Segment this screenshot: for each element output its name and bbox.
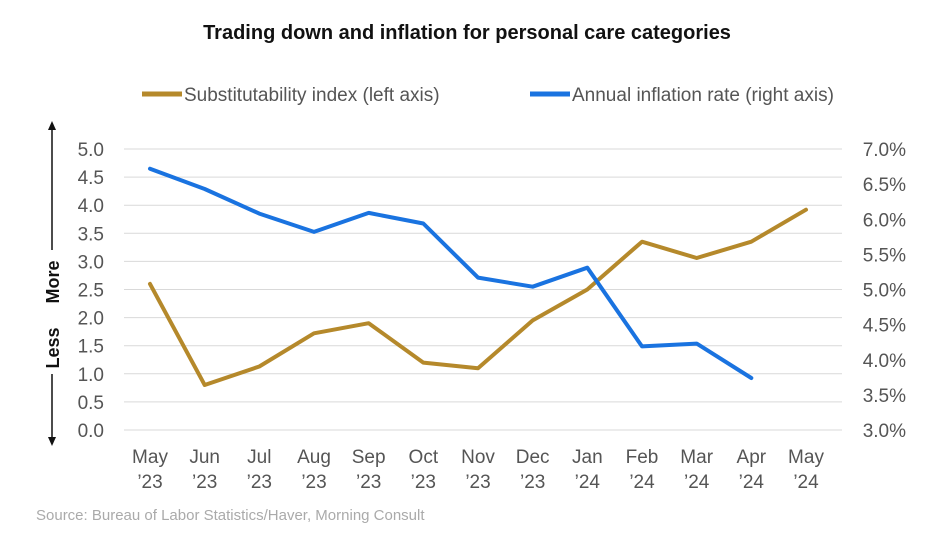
right-axis-ticks: 3.0% 3.5% 4.0% 4.5% 5.0% 5.5% 6.0% 6.5% 7.0% [863, 140, 906, 442]
x-tick-label-year: ’24 [629, 472, 655, 493]
right-tick-label: 5.5% [863, 245, 906, 266]
left-tick-label: 3.5 [78, 224, 104, 245]
label-background [44, 250, 60, 374]
x-tick-label-month: Aug [297, 447, 331, 468]
gridlines [124, 148, 842, 431]
right-tick-label: 6.0% [863, 210, 906, 231]
x-tick-label-month: Jul [247, 447, 271, 468]
x-tick-label-month: Apr [737, 447, 767, 468]
right-tick-label: 4.5% [863, 316, 906, 337]
x-tick-label-year: ’24 [793, 472, 819, 493]
left-tick-label: 2.5 [78, 281, 104, 302]
right-tick-label: 4.0% [863, 351, 906, 372]
left-tick-label: 0.0 [78, 421, 104, 442]
x-tick-label-month: Nov [461, 447, 495, 468]
source-note: Source: Bureau of Labor Statistics/Haver… [36, 507, 425, 524]
right-tick-label: 6.5% [863, 175, 906, 196]
legend-label-substitutability: Substitutability index (left axis) [184, 85, 440, 106]
legend-label-inflation: Annual inflation rate (right axis) [572, 85, 834, 106]
left-tick-label: 0.5 [78, 393, 104, 414]
x-tick-label-month: Dec [516, 447, 550, 468]
left-tick-label: 5.0 [78, 140, 104, 161]
legend: Substitutability index (left axis) Annua… [142, 85, 834, 106]
arrow-down-icon [48, 437, 56, 446]
left-tick-label: 4.0 [78, 196, 104, 217]
series-line-inflation [148, 166, 754, 380]
left-axis-ticks: 0.0 0.5 1.0 1.5 2.0 2.5 3.0 3.5 4.0 4.5 5.0 [78, 140, 104, 442]
left-tick-label: 3.0 [78, 252, 104, 273]
x-tick-label-year: ’23 [465, 472, 490, 493]
x-tick-label-year: ’23 [411, 472, 436, 493]
x-tick-label-year: ’23 [356, 472, 381, 493]
left-tick-label: 4.5 [78, 168, 104, 189]
series-lines [148, 166, 808, 387]
x-tick-label-month: Mar [680, 447, 713, 468]
x-axis-labels: May ’23 Jun ’23 Jul ’23 Aug ’23 Sep ’23 Oct ’23 Nov ’… [132, 447, 824, 493]
x-tick-label-year: ’23 [192, 472, 217, 493]
right-tick-label: 3.5% [863, 386, 906, 407]
left-axis-label-less: Less [43, 327, 63, 368]
left-axis-indicator: More Less [43, 121, 63, 446]
x-tick-label-year: ’23 [301, 472, 326, 493]
right-tick-label: 3.0% [863, 421, 906, 442]
right-tick-label: 7.0% [863, 140, 906, 161]
right-tick-label: 5.0% [863, 281, 906, 302]
x-tick-label-year: ’23 [520, 472, 545, 493]
x-tick-label-year: ’24 [575, 472, 601, 493]
x-tick-label-month: Oct [409, 447, 439, 468]
x-tick-label-month: Sep [352, 447, 386, 468]
arrow-up-icon [48, 121, 56, 130]
chart-title: Trading down and inflation for personal … [203, 22, 731, 44]
x-tick-label-month: May [132, 447, 168, 468]
left-tick-label: 2.0 [78, 309, 104, 330]
left-axis-label-more: More [43, 260, 63, 303]
x-tick-label-month: Feb [626, 447, 659, 468]
x-tick-label-month: May [788, 447, 824, 468]
series-line-substitutability [148, 207, 808, 387]
x-tick-label-month: Jun [189, 447, 220, 468]
left-tick-label: 1.0 [78, 365, 104, 386]
x-tick-label-year: ’23 [137, 472, 162, 493]
x-tick-label-year: ’23 [247, 472, 272, 493]
left-tick-label: 1.5 [78, 337, 104, 358]
x-tick-label-year: ’24 [684, 472, 710, 493]
x-tick-label-year: ’24 [739, 472, 765, 493]
x-tick-label-month: Jan [572, 447, 603, 468]
